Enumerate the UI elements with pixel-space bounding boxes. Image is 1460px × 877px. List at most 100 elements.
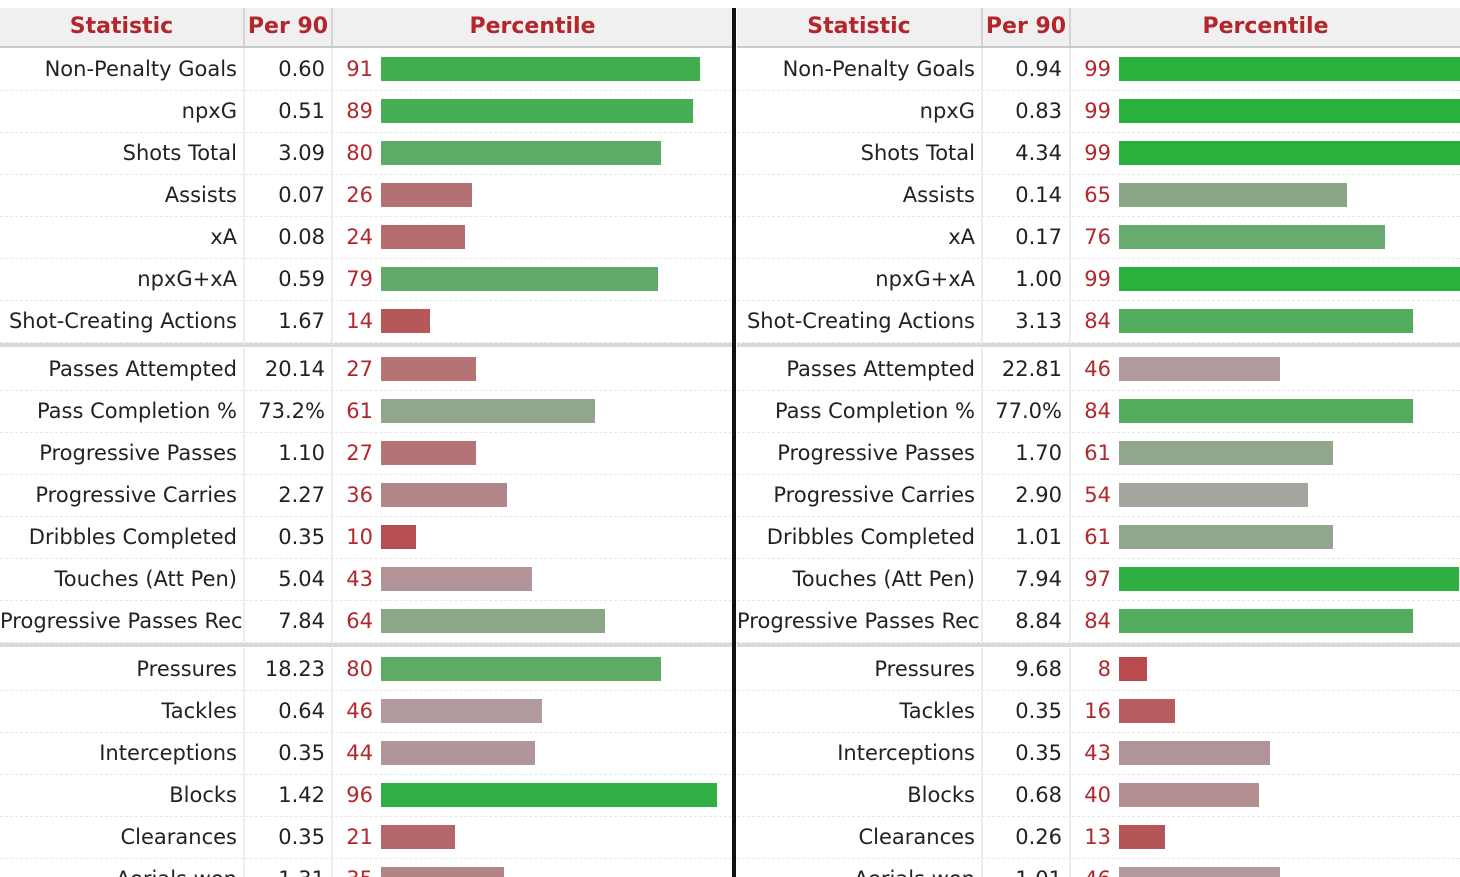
percentile-value: 99 (1084, 267, 1111, 291)
stats-table-left: Statistic Per 90 Percentile Non-Penalty Goa… (0, 8, 732, 877)
table-row: Progressive Carries 2.27 36 (0, 474, 732, 517)
per90-value: 4.34 (1015, 141, 1062, 165)
percentile-bar (381, 567, 532, 591)
column-separator (243, 216, 245, 258)
percentile-value: 13 (1084, 825, 1111, 849)
column-separator (1069, 474, 1071, 516)
percentile-bar (1119, 57, 1460, 81)
table-row: Tackles 0.64 46 (0, 690, 732, 733)
table-row: Progressive Passes Rec 8.84 84 (737, 600, 1460, 643)
column-separator (331, 348, 333, 390)
table-row: xA 0.17 76 (737, 216, 1460, 259)
percentile-value: 21 (346, 825, 373, 849)
table-row: Dribbles Completed 1.01 61 (737, 516, 1460, 559)
column-separator (981, 390, 983, 432)
percentile-bar (381, 225, 465, 249)
column-separator (981, 132, 983, 174)
per90-value: 0.14 (1015, 183, 1062, 207)
stat-name: Blocks (907, 783, 975, 807)
table-row: Aerials won 1.31 35 (0, 858, 732, 877)
table-row: Clearances 0.35 21 (0, 816, 732, 859)
column-separator (331, 600, 333, 642)
table-row: npxG 0.83 99 (737, 90, 1460, 133)
column-separator (1069, 432, 1071, 474)
stat-name: Pass Completion % (774, 399, 975, 423)
percentile-bar (1119, 525, 1333, 549)
column-separator (1069, 516, 1071, 558)
percentile-value: 10 (346, 525, 373, 549)
column-separator (981, 774, 983, 816)
column-separator (1069, 48, 1071, 90)
per90-value: 0.59 (278, 267, 325, 291)
table-row: xA 0.08 24 (0, 216, 732, 259)
table-row: npxG+xA 0.59 79 (0, 258, 732, 301)
percentile-bar (1119, 399, 1413, 423)
column-separator (981, 258, 983, 300)
percentile-value: 80 (346, 141, 373, 165)
stat-name: Clearances (858, 825, 975, 849)
column-separator (331, 732, 333, 774)
table-row: Touches (Att Pen) 7.94 97 (737, 558, 1460, 601)
column-separator (243, 600, 245, 642)
percentile-value: 8 (1097, 657, 1111, 681)
per90-value: 0.35 (1015, 699, 1062, 723)
stat-name: Touches (Att Pen) (54, 567, 237, 591)
per90-value: 18.23 (264, 657, 325, 681)
percentile-bar (381, 525, 416, 549)
column-separator (981, 432, 983, 474)
percentile-bar (1119, 225, 1385, 249)
column-separator (981, 48, 983, 90)
percentile-value: 65 (1084, 183, 1111, 207)
column-separator (243, 390, 245, 432)
column-separator (1069, 690, 1071, 732)
per90-value: 9.68 (1015, 657, 1062, 681)
column-separator (243, 258, 245, 300)
column-separator (331, 258, 333, 300)
column-separator (1069, 648, 1071, 690)
per90-value: 1.01 (983, 858, 1062, 877)
percentile-value: 46 (1084, 357, 1111, 381)
table-row: Interceptions 0.35 44 (0, 732, 732, 775)
stat-name: Clearances (120, 825, 237, 849)
per90-value: 1.70 (1015, 441, 1062, 465)
column-separator (243, 348, 245, 390)
per90-value: 0.08 (278, 225, 325, 249)
stat-name: Progressive Passes (39, 441, 237, 465)
column-separator (981, 90, 983, 132)
table-row: Touches (Att Pen) 5.04 43 (0, 558, 732, 601)
header-separator (331, 8, 333, 46)
group-separator (737, 643, 1460, 647)
header-percentile: Percentile (469, 14, 596, 39)
percentile-bar (381, 483, 507, 507)
stat-name: Passes Attempted (48, 357, 237, 381)
stat-name: Progressive Carries (773, 483, 975, 507)
table-row: Shot-Creating Actions 1.67 14 (0, 300, 732, 343)
stat-name: Non-Penalty Goals (44, 57, 237, 81)
table-row: Blocks 1.42 96 (0, 774, 732, 817)
percentile-value: 14 (346, 309, 373, 333)
column-separator (331, 648, 333, 690)
column-separator (243, 732, 245, 774)
per90-value: 1.00 (1015, 267, 1062, 291)
group-separator (0, 643, 732, 647)
column-separator (243, 174, 245, 216)
table-header: Statistic Per 90 Percentile (737, 8, 1460, 48)
stat-name: xA (210, 225, 237, 249)
stats-table-right: Statistic Per 90 Percentile Non-Penalty Goa… (737, 8, 1460, 877)
column-separator (1069, 732, 1071, 774)
percentile-value: 96 (346, 783, 373, 807)
stat-name: Touches (Att Pen) (792, 567, 975, 591)
percentile-bar (381, 267, 658, 291)
per90-value: 0.17 (1015, 225, 1062, 249)
table-row: npxG 0.51 89 (0, 90, 732, 133)
column-separator (981, 216, 983, 258)
column-separator (243, 300, 245, 342)
column-separator (243, 132, 245, 174)
column-separator (331, 816, 333, 858)
column-separator (243, 816, 245, 858)
table-row: Passes Attempted 22.81 46 (737, 348, 1460, 391)
stat-name: Pressures (136, 657, 237, 681)
panel-divider (732, 8, 736, 877)
column-separator (1069, 774, 1071, 816)
percentile-value: 61 (1084, 525, 1111, 549)
